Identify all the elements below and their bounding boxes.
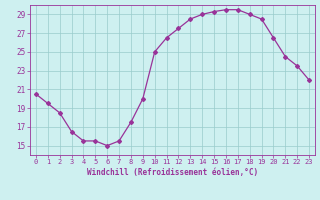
X-axis label: Windchill (Refroidissement éolien,°C): Windchill (Refroidissement éolien,°C) [87, 168, 258, 177]
